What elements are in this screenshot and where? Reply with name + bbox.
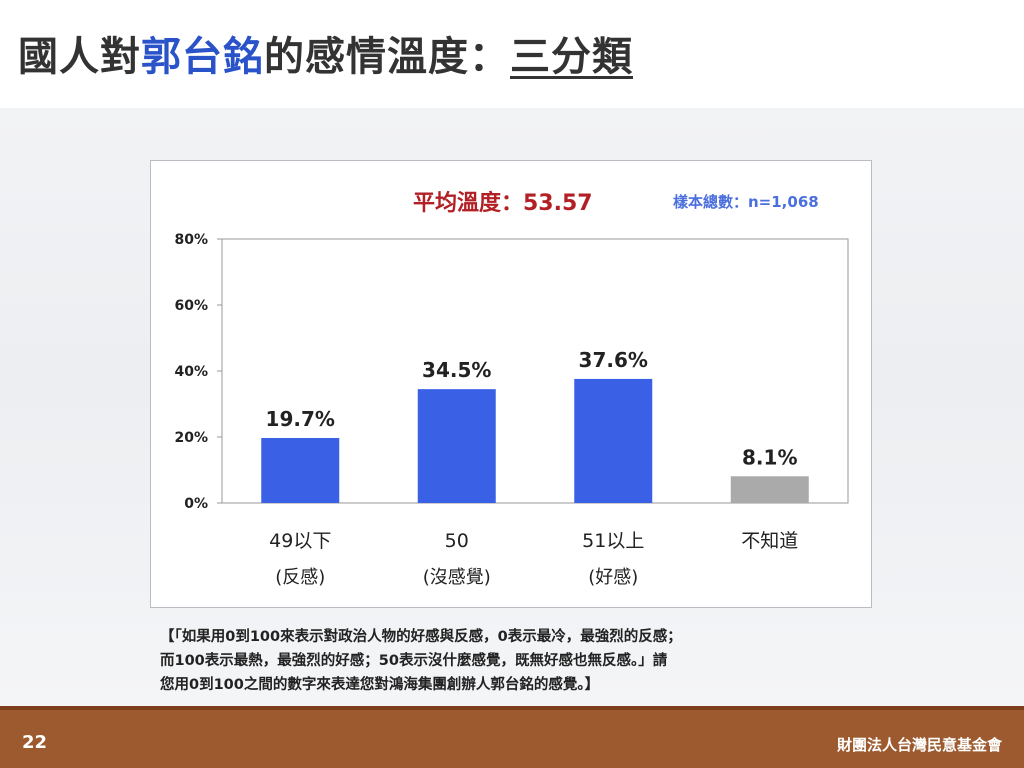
average-temperature-label: 平均溫度：53.57 [413,191,593,216]
page-title: 國人對郭台銘的感情溫度：三分類 [18,24,633,84]
y-tick-label: 60% [174,298,208,314]
bar-chart: 0% 20% 40% 60% 80% 19.7% 49以下 (反感) 34.5% 50 (沒感覺) 3… [174,232,849,588]
bar-3 [574,378,653,503]
x-category-label: 50 [445,530,469,552]
note-line-3: 您用0到100之間的數字來表達您對鴻海集團創辦人郭台銘的感覺。】 [160,677,600,693]
x-category-label: 51以上 [582,530,644,552]
bar-value-label: 19.7% [266,407,335,431]
note-line-2: 而100表示最熱，最強烈的好感；50表示沒什麼感覺，既無好感也無反感。」請 [160,653,668,669]
organization-name: 財團法人台灣民意基金會 [836,736,1002,754]
y-tick-label: 20% [174,430,208,446]
bar-2 [417,389,496,503]
footer-bar: 22 財團法人台灣民意基金會 [0,706,1024,768]
x-category-label: 不知道 [741,530,798,552]
chart-panel: 平均溫度：53.57 樣本總數：n=1,068 0% 20% 40% 60% 80% 19… [150,160,872,608]
y-tick-label: 80% [174,232,208,248]
title-highlight-name: 郭台銘 [141,34,264,80]
x-category-sublabel: (好感) [588,567,638,588]
bar-value-label: 8.1% [742,445,797,469]
note-line-1: 【「如果用0到100來表示對政治人物的好感與反感，0表示最冷，最強烈的反感； [160,629,682,645]
x-category-sublabel: (沒感覺) [423,567,491,588]
y-tick-label: 0% [184,496,208,512]
title-part-1: 國人對 [18,34,141,80]
y-tick-label: 40% [174,364,208,380]
title-part-3: 的感情溫度： [264,34,510,80]
bar-value-label: 37.6% [579,348,648,372]
bar-value-label: 34.5% [422,358,491,382]
bar-1 [261,437,340,503]
sample-size-label: 樣本總數：n=1,068 [673,193,819,211]
page-number: 22 [22,732,48,753]
bar-4 [730,476,809,503]
x-category-label: 49以下 [269,530,331,552]
title-underlined-part: 三分類 [510,34,633,80]
question-note: 【「如果用0到100來表示對政治人物的好感與反感，0表示最冷，最強烈的反感； 而… [160,625,880,697]
x-category-sublabel: (反感) [275,567,325,588]
